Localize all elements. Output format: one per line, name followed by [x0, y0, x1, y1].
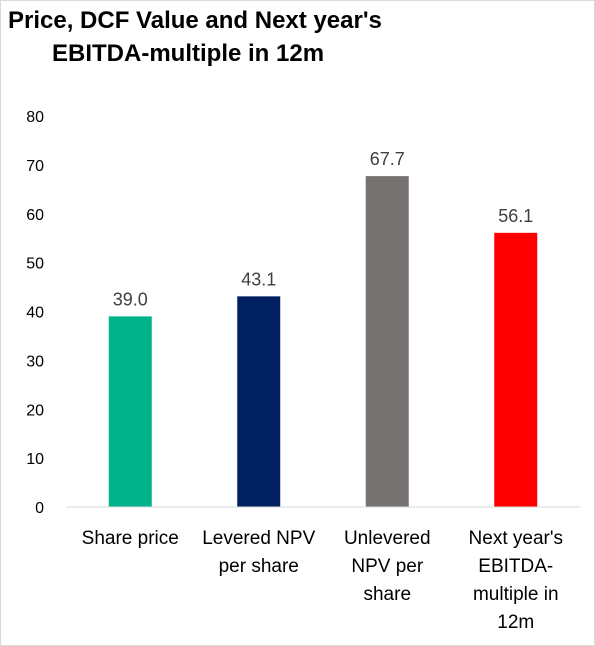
- y-tick-label: 50: [26, 256, 44, 273]
- data-labels: 39.0 43.1 67.7 56.1: [113, 149, 534, 309]
- y-tick-label: 0: [35, 500, 44, 517]
- data-label: 43.1: [241, 269, 276, 289]
- chart-title: Price, DCF Value and Next year's EBITDA-…: [0, 4, 595, 70]
- x-tick-label: Levered NPV per share: [202, 528, 315, 577]
- bar: [494, 232, 538, 507]
- chart-title-line-1: Price, DCF Value and Next year's: [8, 7, 382, 34]
- bars: [108, 176, 538, 507]
- data-label: 39.0: [113, 289, 148, 309]
- y-tick-label: 30: [26, 353, 44, 370]
- y-tick-label: 10: [26, 451, 44, 468]
- y-tick-label: 60: [26, 207, 44, 224]
- y-tick-label: 70: [26, 158, 44, 175]
- bar: [108, 316, 152, 507]
- data-label: 56.1: [498, 206, 533, 226]
- y-tick-label: 20: [26, 402, 44, 419]
- data-label: 67.7: [370, 149, 405, 169]
- bar: [365, 176, 409, 507]
- x-axis: Share price Levered NPV per share Unlevered…: [82, 528, 563, 633]
- chart-title-line-2: EBITDA-multiple in 12m: [52, 40, 325, 67]
- y-tick-label: 80: [26, 109, 44, 126]
- x-tick-label: Unlevered NPV per share: [344, 528, 431, 605]
- y-axis: 0 10 20 30 40 50 60 70 80: [26, 109, 44, 517]
- y-tick-label: 40: [26, 305, 44, 322]
- x-tick-label: Next year's EBITDA-multiple in 12m: [469, 528, 563, 633]
- x-tick-label: Share price: [82, 528, 179, 549]
- bar: [237, 296, 281, 507]
